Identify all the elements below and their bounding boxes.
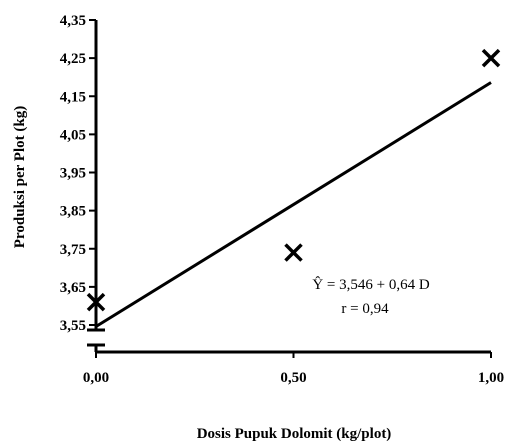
- trendline-group: [95, 81, 492, 328]
- y-tick-label: 3,95: [60, 166, 86, 182]
- correlation-coefficient: r = 0,94: [341, 301, 389, 317]
- x-tick-label: 0,00: [83, 370, 109, 386]
- regression-equation: Ŷ = 3,546 + 0,64 D: [312, 276, 430, 293]
- data-point-stroke: [86, 292, 106, 312]
- data-points: [86, 48, 501, 312]
- y-tick-label: 4,25: [60, 51, 86, 67]
- x-axis-title: Dosis Pupuk Dolomit (kg/plot): [197, 426, 392, 442]
- data-point-stroke: [284, 243, 303, 262]
- y-axis-title: Produksi per Plot (kg): [12, 106, 28, 248]
- x-tick-label: 0,50: [280, 370, 306, 386]
- data-point: [284, 243, 303, 262]
- y-tick-label: 3,75: [60, 242, 86, 258]
- data-point: [86, 292, 106, 312]
- axes: [87, 19, 492, 358]
- tick-labels: 3,55 3,65 3,75 3,85 3,95 4,05 4,15 4,25 4,35 0,00…: [60, 13, 504, 386]
- x-tick-label: 1,00: [478, 370, 504, 386]
- y-tick-label: 3,55: [60, 318, 86, 334]
- data-point: [481, 48, 501, 68]
- y-tick-label: 4,05: [60, 127, 86, 143]
- y-tick-label: 4,35: [60, 13, 86, 29]
- data-point-stroke: [481, 48, 501, 68]
- y-tick-label: 4,15: [60, 89, 86, 105]
- y-tick-label: 3,65: [60, 280, 86, 296]
- regression-trendline: [95, 81, 492, 328]
- y-tick-label: 3,85: [60, 204, 86, 220]
